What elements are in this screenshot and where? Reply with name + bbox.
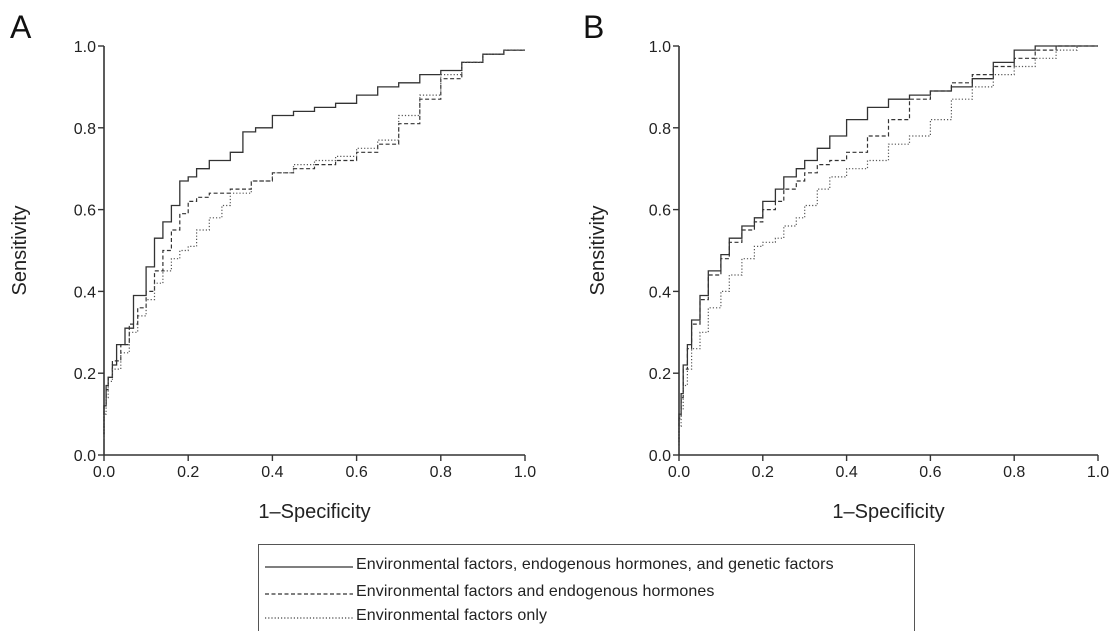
- x-tick-label: 0.4: [835, 464, 857, 481]
- legend-swatch-solid: [265, 566, 353, 568]
- y-tick-label: 0.4: [74, 284, 96, 301]
- x-axis-label: 1–Specificity: [832, 501, 944, 523]
- legend-swatch-dashed: [265, 593, 353, 595]
- y-tick-label: 0.8: [649, 121, 671, 138]
- x-tick-label: 0.0: [668, 464, 690, 481]
- legend: Environmental factors, endogenous hormon…: [258, 544, 915, 631]
- roc-curve-dashed: [103, 49, 525, 435]
- x-tick-label: 0.0: [93, 464, 115, 481]
- y-tick-label: 0.0: [649, 448, 671, 465]
- x-tick-label: 0.2: [177, 464, 199, 481]
- x-axis-label: 1–Specificity: [258, 501, 370, 523]
- x-tick-label: 0.2: [752, 464, 774, 481]
- legend-label-dashed: Environmental factors and endogenous hor…: [356, 583, 715, 600]
- y-tick-label: 0.0: [74, 448, 96, 465]
- legend-item-dotted: Environmental factors only: [259, 607, 914, 629]
- legend-item-dashed: Environmental factors and endogenous hor…: [259, 583, 914, 605]
- y-tick-label: 0.2: [74, 366, 96, 383]
- x-tick-label: 1.0: [1087, 464, 1109, 481]
- x-tick-label: 1.0: [514, 464, 536, 481]
- y-tick-label: 0.8: [74, 121, 96, 138]
- panel-label: B: [583, 9, 604, 45]
- y-tick-label: 0.6: [74, 203, 96, 220]
- roc-figure: 0.0 0.2 0.4 0.6 0.8 1.0 0.0 0.2 0.4 0.6 0.8 1.0 1–Sp…: [9, 9, 1109, 523]
- x-tick-label: 0.8: [1003, 464, 1025, 481]
- x-tick-label: 0.8: [430, 464, 452, 481]
- y-tick-label: 0.2: [649, 366, 671, 383]
- y-tick-label: 1.0: [649, 39, 671, 56]
- roc-curve-solid: [103, 49, 525, 435]
- legend-item-solid: Environmental factors, endogenous hormon…: [259, 556, 914, 578]
- panel-label: A: [10, 9, 32, 45]
- y-axis-label: Sensitivity: [587, 205, 609, 295]
- legend-label-dotted: Environmental factors only: [356, 607, 548, 624]
- y-tick-label: 0.4: [649, 284, 671, 301]
- roc-curve-solid: [678, 45, 1098, 443]
- x-tick-label: 0.6: [345, 464, 367, 481]
- legend-swatch-dotted: [265, 617, 353, 619]
- y-tick-label: 1.0: [74, 39, 96, 56]
- roc-curve-dotted: [678, 45, 1098, 447]
- y-axis-label: Sensitivity: [9, 205, 31, 295]
- legend-label-solid: Environmental factors, endogenous hormon…: [356, 556, 834, 573]
- roc-curve-dashed: [678, 45, 1098, 447]
- y-tick-label: 0.6: [649, 203, 671, 220]
- x-tick-label: 0.4: [261, 464, 283, 481]
- x-tick-label: 0.6: [919, 464, 941, 481]
